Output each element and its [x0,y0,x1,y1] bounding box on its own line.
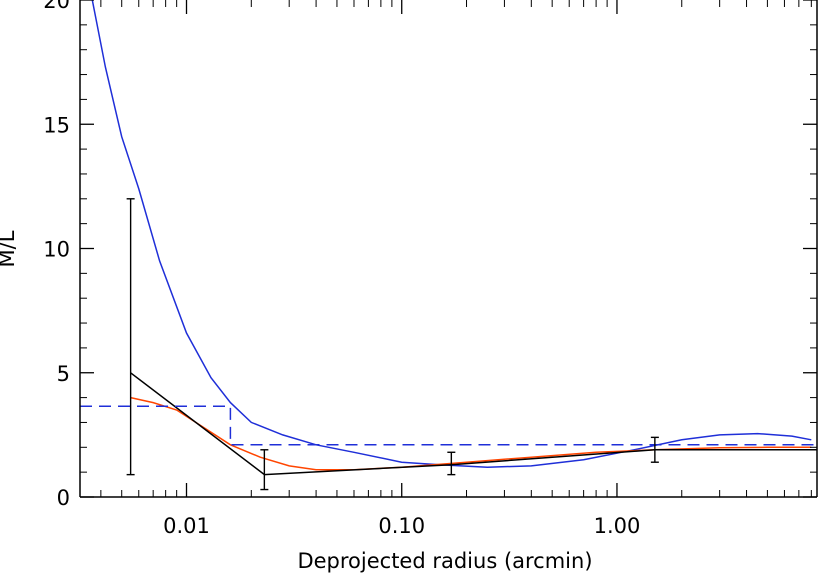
y-tick-label: 20 [43,0,70,13]
y-tick-label: 15 [43,113,70,137]
y-tick-label: 5 [57,362,70,386]
x-tick-label: 0.01 [163,514,210,538]
x-axis-label: Deprojected radius (arcmin) [297,549,592,573]
series-line-3 [80,405,817,446]
x-tick-label: 0.10 [378,514,425,538]
series-line-1 [130,396,812,471]
series-line-2 [130,372,817,476]
y-tick-label: 0 [57,486,70,510]
x-tick-label: 1.00 [594,514,641,538]
series-layer [80,0,817,476]
series-line-0 [91,0,812,468]
error-bar-layer [126,198,659,491]
y-tick-label: 10 [43,238,70,262]
y-axis-label: M/L [0,230,19,267]
axes-layer: 0 5 10 15 20 0.01 0.10 1.00 [43,0,818,538]
